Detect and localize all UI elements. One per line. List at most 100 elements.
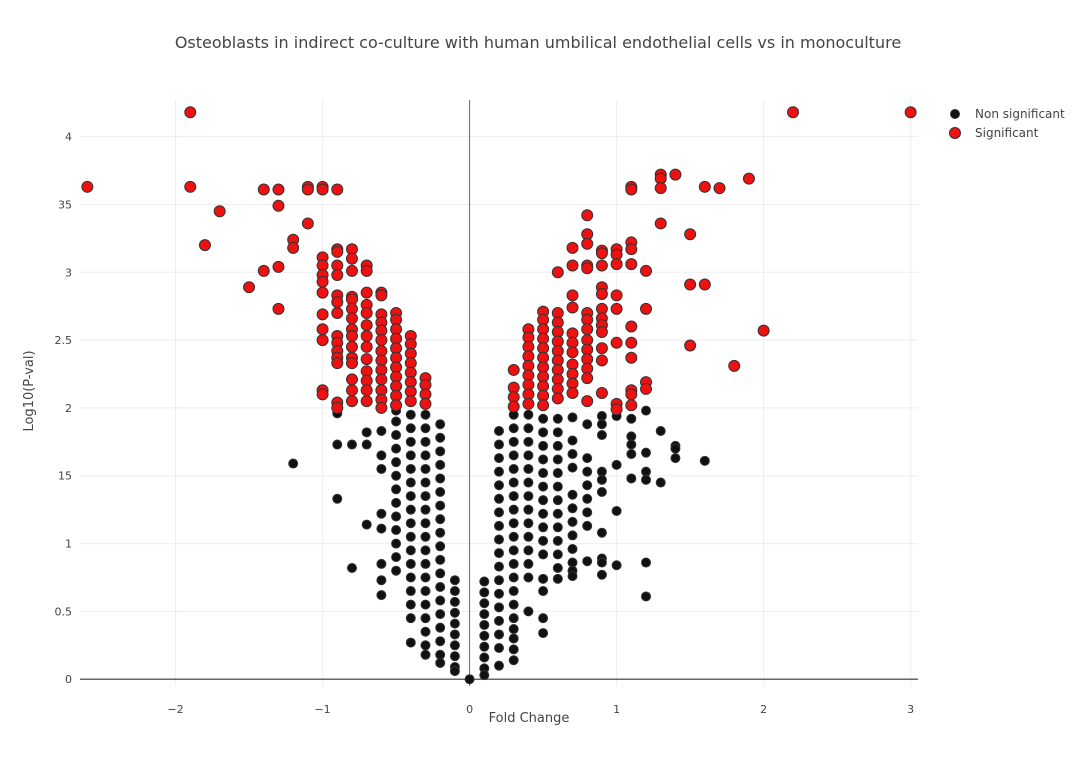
non-significant-point <box>494 439 504 450</box>
significant-point <box>610 258 623 271</box>
significant-point <box>713 182 726 195</box>
tick-labels: −2 −1 0 1 2 3 0 0.5 1 15 2 2.5 3 35 4 <box>55 131 915 716</box>
non-significant-point <box>670 443 681 454</box>
non-significant-point <box>449 607 460 618</box>
legend-label-non-significant: Non significant <box>975 107 1065 121</box>
significant-point <box>257 183 270 196</box>
x-tick-label: 1 <box>613 703 620 716</box>
non-significant-point <box>582 453 593 464</box>
non-significant-point <box>391 430 402 441</box>
non-significant-point <box>420 491 431 502</box>
non-significant-point <box>538 468 549 479</box>
non-significant-point <box>494 575 504 586</box>
non-significant-point <box>376 425 387 436</box>
significant-point <box>198 239 211 252</box>
significant-point <box>581 209 594 222</box>
significant-point <box>360 384 373 397</box>
non-significant-point <box>449 618 460 629</box>
non-significant-point <box>435 459 446 470</box>
non-significant-point <box>508 450 519 461</box>
non-significant-point <box>391 511 402 522</box>
non-significant-point <box>567 530 578 541</box>
non-significant-point <box>538 481 549 492</box>
significant-point <box>345 384 358 397</box>
significant-point <box>272 302 285 315</box>
non-significant-point <box>391 470 402 481</box>
non-significant-point <box>405 572 416 583</box>
significant-point <box>566 289 579 302</box>
non-significant-point <box>494 588 504 599</box>
significant-point <box>301 217 314 230</box>
non-significant-point <box>567 412 578 423</box>
non-significant-point <box>508 586 519 597</box>
non-significant-point <box>508 463 519 474</box>
significant-point <box>625 258 638 271</box>
legend[interactable]: Non significant Significant <box>949 107 1065 140</box>
non-significant-point <box>567 449 578 460</box>
non-significant-point <box>508 504 519 515</box>
significant-point <box>507 363 520 376</box>
significant-point <box>213 205 226 218</box>
non-significant-point <box>523 477 534 488</box>
non-significant-point <box>523 531 534 542</box>
significant-point <box>331 296 344 309</box>
non-significant-point <box>494 466 504 477</box>
non-significant-point <box>405 491 416 502</box>
significant-point <box>581 372 594 385</box>
non-significant-point <box>361 427 372 438</box>
non-significant-point <box>508 491 519 502</box>
non-significant-point <box>332 439 343 450</box>
non-significant-point <box>538 440 549 451</box>
non-significant-point <box>523 423 534 434</box>
non-significant-point <box>420 531 431 542</box>
non-significant-point <box>626 439 637 450</box>
non-significant-point <box>346 439 357 450</box>
data-points <box>81 106 917 685</box>
non-significant-point <box>567 543 578 554</box>
significant-point <box>610 336 623 349</box>
significant-point <box>360 286 373 299</box>
non-significant-point <box>699 455 710 466</box>
non-significant-point <box>405 637 416 648</box>
non-significant-point <box>420 586 431 597</box>
non-significant-point <box>596 419 607 430</box>
non-significant-point <box>552 440 563 451</box>
significant-point <box>272 183 285 196</box>
non-significant-point <box>435 554 446 565</box>
non-significant-point <box>376 590 387 601</box>
non-significant-point <box>552 508 563 519</box>
significant-point <box>640 264 653 277</box>
non-significant-point <box>420 518 431 529</box>
non-significant-point <box>332 493 343 504</box>
non-significant-point <box>479 609 490 620</box>
significant-point <box>787 106 800 119</box>
non-significant-point <box>405 504 416 515</box>
non-significant-point <box>523 450 534 461</box>
non-significant-point <box>494 534 504 545</box>
significant-point <box>669 168 682 181</box>
significant-point <box>184 106 197 119</box>
non-significant-point <box>464 674 475 685</box>
significant-point <box>360 306 373 319</box>
non-significant-point <box>420 504 431 515</box>
non-significant-point <box>479 670 490 681</box>
significant-point <box>566 301 579 314</box>
non-significant-point <box>523 558 534 569</box>
significant-point <box>904 106 917 119</box>
significant-point <box>742 172 755 185</box>
significant-point <box>654 217 667 230</box>
non-significant-point <box>552 454 563 465</box>
significant-point <box>360 330 373 343</box>
significant-point <box>595 247 608 260</box>
non-significant-point <box>435 568 446 579</box>
non-significant-point <box>449 629 460 640</box>
non-significant-point <box>552 522 563 533</box>
non-significant-point <box>420 545 431 556</box>
non-significant-point <box>420 558 431 569</box>
non-significant-point <box>494 660 504 671</box>
significant-point <box>345 264 358 277</box>
non-significant-point <box>538 495 549 506</box>
legend-marker-significant <box>949 127 961 139</box>
non-significant-point <box>435 581 446 592</box>
non-significant-point <box>552 427 563 438</box>
